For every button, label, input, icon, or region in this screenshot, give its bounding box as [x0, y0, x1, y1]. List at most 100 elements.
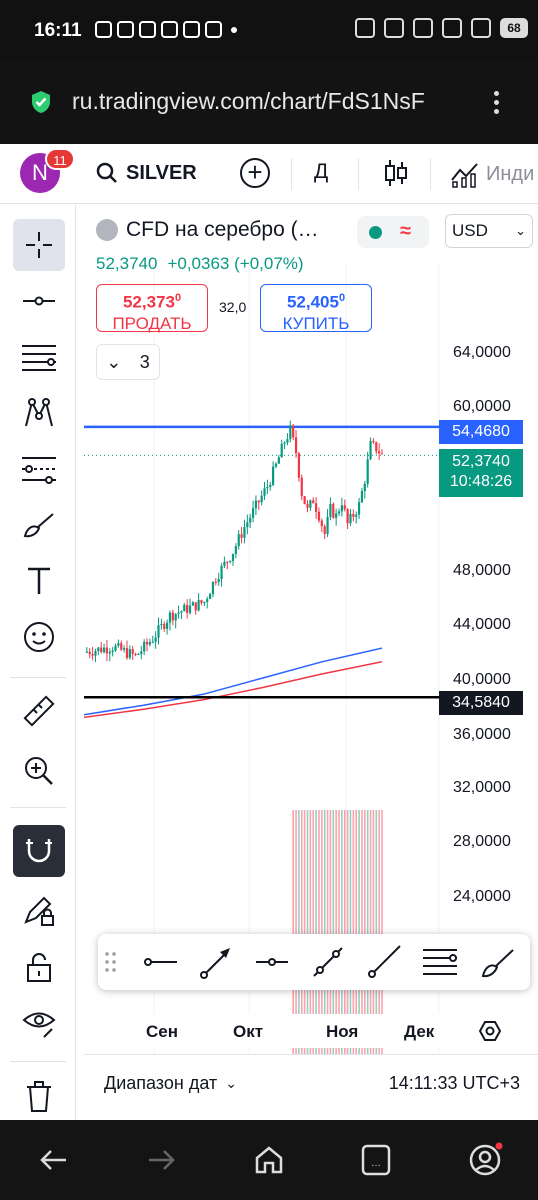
candle-body [177, 612, 180, 614]
magnet-tool[interactable] [13, 825, 65, 877]
hide-drawings-tool[interactable] [13, 997, 65, 1049]
buy-button[interactable]: 52,4050 КУПИТЬ [260, 284, 372, 333]
price-axis-tick: 36,0000 [453, 726, 511, 743]
price-chart[interactable] [84, 204, 538, 1054]
parallel-lines-icon[interactable] [422, 944, 458, 980]
candle-body [208, 594, 212, 600]
crosshair-tool[interactable] [13, 219, 65, 271]
sell-price-sup: 0 [174, 292, 182, 304]
volume-bar [366, 810, 369, 1054]
candle-body [143, 641, 146, 652]
divider [10, 677, 66, 678]
status-time: 16:11 [34, 20, 82, 41]
candle-body [200, 600, 203, 604]
signal-icon [471, 18, 491, 38]
symbol-logo-icon [96, 219, 118, 241]
spread: 32,0 [219, 299, 247, 315]
candle-body [306, 503, 309, 508]
candle-body [323, 526, 326, 534]
indicators-icon [451, 163, 478, 188]
candle-body [151, 641, 154, 643]
back-icon[interactable] [34, 1140, 74, 1180]
url-text[interactable]: ru.tradingview.com/chart/FdS1NsF [72, 88, 425, 114]
account-icon[interactable] [465, 1140, 505, 1180]
lock-icon[interactable] [30, 90, 52, 114]
sell-button[interactable]: 52,3730 ПРОДАТЬ [96, 284, 208, 333]
volume-bar [361, 810, 363, 1054]
symbol-legend[interactable]: CFD на серебро (… [96, 218, 319, 242]
emoji-tool[interactable] [13, 611, 65, 663]
symbol-search-button[interactable]: SILVER [96, 158, 197, 188]
search-icon [96, 162, 117, 183]
candle-body [97, 647, 100, 652]
volume-bar [349, 810, 352, 1054]
text-tool[interactable] [13, 555, 65, 607]
battery-level: 68 [500, 18, 528, 38]
date-range-button[interactable]: Диапазон дат ⌄ [104, 1073, 237, 1094]
compare-symbol-button[interactable]: + [240, 158, 270, 188]
forward-icon[interactable] [141, 1140, 181, 1180]
brush-tool[interactable] [13, 499, 65, 551]
timezone-clock[interactable]: 14:11:33 UTC+3 [388, 1073, 520, 1093]
arrow-icon[interactable] [198, 944, 234, 980]
brush-icon[interactable] [480, 944, 516, 980]
volume-bar [298, 810, 300, 1054]
prediction-tool[interactable] [13, 443, 65, 495]
market-status[interactable]: ≈ [357, 216, 429, 248]
trend-line-icon[interactable] [310, 944, 346, 980]
time-axis[interactable]: Сен Окт Ноя Дек [84, 1014, 538, 1048]
candle-body [191, 602, 194, 606]
bar-countdown: 10:48:26 [449, 473, 513, 490]
interval-button[interactable]: Д [314, 160, 329, 183]
time-label: Сен [146, 1022, 178, 1041]
fib-tool[interactable] [13, 331, 65, 383]
candle-body [337, 511, 341, 514]
collapse-legend-button[interactable]: ⌄ 3 [96, 344, 160, 380]
date-range-label: Диапазон дат [104, 1073, 218, 1093]
ray-icon[interactable] [366, 944, 402, 980]
home-icon[interactable] [249, 1140, 289, 1180]
volume-bar [292, 810, 294, 1054]
time-label: Дек [404, 1022, 435, 1041]
menu-dots-icon[interactable] [488, 88, 504, 118]
volume-bar [355, 810, 358, 1054]
candle-body [300, 477, 303, 497]
last-price: 52,3740 [96, 254, 158, 273]
lock-drawings-tool[interactable] [13, 885, 65, 937]
ruler-tool[interactable] [13, 685, 65, 737]
candle-body [317, 511, 321, 521]
volume-bar [358, 810, 360, 1054]
candles-icon[interactable] [384, 158, 408, 188]
remove-drawings-tool[interactable] [13, 1071, 65, 1123]
candle-body [220, 565, 223, 580]
chevron-down-icon: ⌄ [106, 351, 122, 372]
horizontal-ray-icon[interactable] [142, 944, 178, 980]
zoom-tool[interactable] [13, 745, 65, 797]
current-price-value: 52,3740 [452, 453, 510, 470]
candle-body [277, 457, 280, 464]
indicators-button[interactable]: Инди [450, 158, 538, 190]
drag-handle-icon[interactable] [102, 944, 120, 980]
trend-line-tool[interactable] [13, 275, 65, 327]
candle-body [346, 509, 349, 524]
settings-icon[interactable] [479, 1020, 501, 1042]
status-bar: 16:11 68 [0, 0, 538, 62]
candle-body [102, 647, 106, 653]
lock-all-tool[interactable] [13, 941, 65, 993]
candle-body [168, 612, 172, 623]
chart-pane[interactable]: CFD на серебро (… ≈ USD ⌄ 52,3740 +0,036… [84, 204, 538, 1054]
volume-bar [315, 810, 317, 1054]
volume-bar [326, 810, 329, 1054]
candle-body [360, 491, 364, 503]
candle-body [137, 653, 140, 655]
tabs-icon[interactable]: … [356, 1140, 396, 1180]
candle-body [280, 443, 283, 458]
volume-bar [303, 810, 306, 1054]
candle-body [194, 602, 197, 611]
delayed-data-icon: ≈ [400, 220, 411, 242]
currency-select[interactable]: USD ⌄ [445, 214, 533, 248]
pattern-tool[interactable] [13, 387, 65, 439]
candle-body [223, 561, 226, 566]
horizontal-line-icon[interactable] [254, 944, 290, 980]
candle-body [100, 647, 103, 653]
